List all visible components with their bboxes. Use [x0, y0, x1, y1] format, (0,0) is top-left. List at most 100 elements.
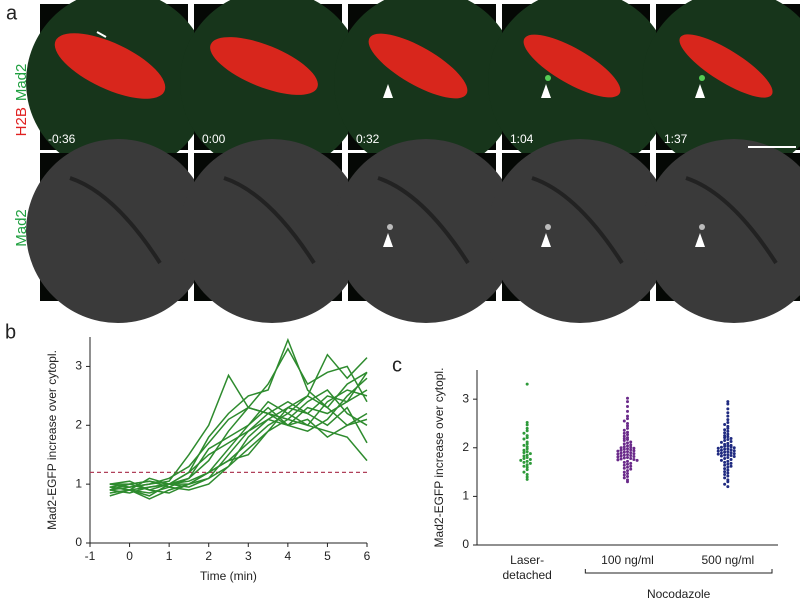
arrowhead [383, 84, 393, 98]
dot [626, 417, 629, 421]
mad2-spot [545, 224, 551, 230]
dot [525, 463, 529, 467]
dot [723, 476, 727, 480]
dot [626, 462, 629, 466]
dot [726, 438, 730, 442]
dot [622, 466, 626, 470]
dot [616, 449, 620, 453]
dot [522, 456, 526, 460]
arrowhead [695, 84, 705, 98]
chromosomes [210, 37, 318, 95]
dot [726, 465, 730, 469]
timestamp: 0:00 [202, 132, 226, 146]
dot [522, 451, 526, 455]
dot [626, 472, 629, 476]
dot [726, 456, 730, 459]
mad2-spot [699, 75, 705, 81]
dot [629, 451, 633, 455]
dot [525, 423, 529, 427]
dot [723, 422, 727, 426]
arrowhead [541, 84, 551, 98]
micrograph-panel: -0:36 0:00 0:32 1:04 1:37 [26, 0, 800, 323]
dot [525, 453, 529, 457]
dot [629, 456, 633, 460]
row-label: Mad2 [13, 209, 30, 247]
dot [622, 428, 626, 432]
dot [732, 452, 736, 456]
timestamp: -0:36 [48, 132, 76, 146]
dot [726, 453, 730, 457]
dot [629, 454, 633, 458]
dot [626, 400, 629, 404]
y-axis-label: Mad2-EGFP increase over cytopl. [432, 368, 446, 548]
dot [723, 460, 727, 464]
dot [726, 402, 730, 406]
dot [723, 473, 727, 477]
dot [716, 446, 720, 450]
dot [726, 474, 730, 478]
chromosomes [523, 34, 621, 98]
dot [632, 457, 636, 461]
dot [719, 454, 723, 458]
dot [525, 477, 529, 481]
dot [626, 404, 629, 408]
x-tick-label: 4 [285, 549, 292, 563]
trace [109, 353, 368, 491]
dot [726, 411, 730, 415]
cell-edge [531, 176, 624, 265]
dot [522, 431, 526, 435]
dot [723, 456, 727, 460]
dot [626, 421, 629, 425]
trace [109, 389, 368, 500]
dot [626, 480, 629, 484]
dot [622, 447, 626, 451]
dot [726, 459, 730, 463]
dot [622, 456, 626, 460]
x-axis-label: Time (min) [200, 569, 257, 583]
dot [622, 445, 626, 449]
dot [629, 467, 633, 471]
dot [619, 446, 623, 450]
cell [642, 139, 800, 323]
dot [729, 437, 733, 441]
dot [635, 458, 639, 462]
dot [732, 446, 736, 450]
row-label: H2B Mad2 [13, 64, 30, 137]
dot [723, 436, 727, 440]
dot [616, 455, 620, 459]
dot [726, 441, 730, 445]
dot [726, 447, 730, 451]
dot [626, 447, 629, 451]
dot [726, 468, 730, 472]
dot [719, 458, 723, 462]
cut-mark [96, 31, 107, 38]
dot [528, 457, 532, 461]
trace [109, 371, 368, 494]
dot [622, 450, 626, 454]
dot [719, 451, 723, 455]
trace [109, 412, 368, 491]
group-bracket [584, 569, 773, 574]
dot [626, 424, 629, 428]
dot [525, 475, 529, 479]
dot [622, 463, 626, 467]
trace [109, 377, 368, 488]
cell-edge [69, 176, 162, 265]
dot [626, 465, 629, 469]
dot [632, 455, 636, 459]
dot [622, 473, 626, 477]
dot [525, 450, 529, 454]
chromosomes [54, 33, 166, 99]
panel-label: a [6, 2, 18, 24]
panel-label: c [392, 354, 402, 376]
dot [626, 469, 629, 473]
dot [626, 456, 629, 459]
dot [522, 460, 526, 464]
group-label: Nocodazole [647, 587, 711, 601]
dot [622, 442, 626, 446]
dot [626, 430, 629, 434]
dot [726, 432, 730, 436]
dot [729, 439, 733, 443]
dot [525, 436, 529, 440]
dot [629, 443, 633, 447]
